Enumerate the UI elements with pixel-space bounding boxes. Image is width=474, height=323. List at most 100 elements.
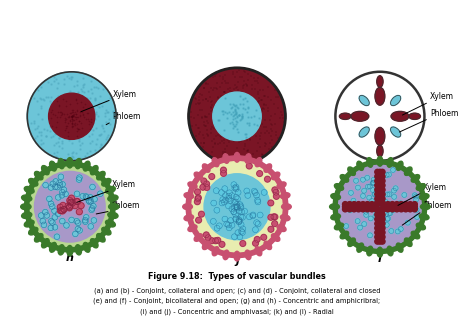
Ellipse shape <box>183 204 192 210</box>
Circle shape <box>380 239 385 244</box>
Ellipse shape <box>75 245 82 255</box>
Text: Phloem: Phloem <box>111 201 140 210</box>
Circle shape <box>231 209 237 215</box>
Ellipse shape <box>367 158 373 167</box>
Circle shape <box>377 239 383 244</box>
Circle shape <box>217 223 222 229</box>
Circle shape <box>91 218 97 223</box>
Circle shape <box>67 203 73 209</box>
Circle shape <box>375 239 380 244</box>
Circle shape <box>229 193 235 199</box>
Circle shape <box>233 184 239 190</box>
Circle shape <box>239 209 245 215</box>
Circle shape <box>371 177 376 182</box>
Ellipse shape <box>335 184 344 190</box>
Circle shape <box>233 212 238 217</box>
Circle shape <box>253 240 258 246</box>
Ellipse shape <box>202 241 210 250</box>
Circle shape <box>70 200 76 206</box>
Ellipse shape <box>281 215 290 221</box>
Circle shape <box>235 196 240 202</box>
Circle shape <box>261 234 267 240</box>
Circle shape <box>231 234 237 240</box>
Circle shape <box>356 202 361 207</box>
Ellipse shape <box>377 76 383 87</box>
Circle shape <box>72 203 78 209</box>
Circle shape <box>239 230 246 235</box>
Circle shape <box>381 204 386 209</box>
Circle shape <box>374 202 379 207</box>
Circle shape <box>380 234 385 240</box>
Ellipse shape <box>83 243 90 252</box>
Circle shape <box>377 201 383 206</box>
Circle shape <box>78 203 84 209</box>
Ellipse shape <box>83 161 90 171</box>
Circle shape <box>374 210 379 215</box>
Circle shape <box>43 182 48 188</box>
Circle shape <box>231 182 237 188</box>
Circle shape <box>66 205 73 211</box>
Ellipse shape <box>50 243 56 252</box>
Circle shape <box>48 225 54 231</box>
Circle shape <box>50 181 55 187</box>
Circle shape <box>73 231 78 237</box>
Circle shape <box>333 160 427 254</box>
Ellipse shape <box>396 161 403 171</box>
Circle shape <box>368 216 373 221</box>
Ellipse shape <box>102 179 111 186</box>
Circle shape <box>389 229 394 234</box>
Circle shape <box>48 201 54 207</box>
Circle shape <box>415 214 419 219</box>
Ellipse shape <box>35 172 43 180</box>
Circle shape <box>57 204 64 210</box>
Circle shape <box>49 93 95 140</box>
Circle shape <box>232 185 238 191</box>
Circle shape <box>347 202 352 207</box>
Ellipse shape <box>212 158 219 167</box>
Circle shape <box>380 221 385 226</box>
Circle shape <box>391 205 396 210</box>
Circle shape <box>65 203 71 209</box>
Circle shape <box>60 189 65 195</box>
Circle shape <box>347 204 352 209</box>
Circle shape <box>76 177 82 182</box>
Circle shape <box>226 203 231 209</box>
Circle shape <box>250 213 255 219</box>
Circle shape <box>398 227 403 232</box>
Circle shape <box>374 206 379 212</box>
Circle shape <box>394 204 400 209</box>
Circle shape <box>384 172 389 177</box>
Circle shape <box>354 178 358 183</box>
Circle shape <box>380 183 385 188</box>
Circle shape <box>364 209 368 214</box>
Ellipse shape <box>188 182 197 189</box>
Circle shape <box>234 205 240 211</box>
Ellipse shape <box>416 184 426 190</box>
Circle shape <box>380 213 384 218</box>
Circle shape <box>383 199 388 204</box>
Circle shape <box>375 225 380 231</box>
Circle shape <box>351 206 357 212</box>
Circle shape <box>204 184 210 190</box>
Circle shape <box>375 192 380 197</box>
Circle shape <box>251 188 257 194</box>
Ellipse shape <box>277 182 286 189</box>
Circle shape <box>221 199 227 205</box>
Ellipse shape <box>245 154 251 163</box>
Circle shape <box>385 216 391 221</box>
Ellipse shape <box>340 231 349 239</box>
Ellipse shape <box>245 250 251 260</box>
Circle shape <box>378 195 383 200</box>
Circle shape <box>66 204 73 210</box>
Circle shape <box>82 219 88 224</box>
Circle shape <box>237 208 242 214</box>
Ellipse shape <box>108 195 118 201</box>
Ellipse shape <box>194 234 202 241</box>
Text: Xylem: Xylem <box>430 92 454 101</box>
Circle shape <box>380 194 385 199</box>
Circle shape <box>90 184 95 190</box>
Circle shape <box>385 192 390 197</box>
Ellipse shape <box>234 251 240 261</box>
Circle shape <box>347 208 353 213</box>
Circle shape <box>92 196 97 202</box>
